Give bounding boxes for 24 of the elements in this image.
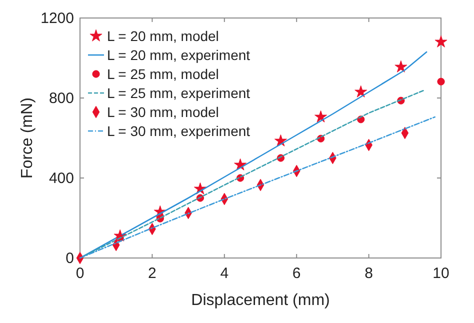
- legend-label: L = 20 mm, model: [107, 28, 219, 44]
- y-tick-label: 800: [48, 90, 74, 107]
- point: [434, 35, 448, 48]
- legend-label: L = 30 mm, model: [107, 104, 219, 120]
- x-axis-title: Displacement (mm): [191, 292, 330, 309]
- legend-label: L = 25 mm, experiment: [107, 85, 250, 101]
- y-tick-label: 0: [66, 250, 74, 267]
- legend-label: L = 25 mm, model: [107, 66, 219, 82]
- x-tick-label: 2: [148, 265, 156, 282]
- legend-label: L = 30 mm, experiment: [107, 123, 250, 139]
- y-axis-title: Force (mN): [19, 98, 36, 178]
- x-tick-label: 4: [220, 265, 229, 282]
- point: [314, 110, 328, 122]
- x-tick-label: 6: [292, 265, 301, 282]
- y-tick-label: 1200: [40, 10, 74, 27]
- point: [437, 78, 445, 86]
- y-tick-label: 400: [48, 170, 74, 187]
- point: [394, 60, 408, 72]
- point: [274, 134, 287, 146]
- x-tick-label: 8: [364, 265, 373, 282]
- x-tick-label: 10: [432, 265, 450, 282]
- point: [354, 85, 368, 98]
- legend-label: L = 20 mm, experiment: [107, 47, 250, 63]
- x-tick-label: 0: [76, 265, 84, 282]
